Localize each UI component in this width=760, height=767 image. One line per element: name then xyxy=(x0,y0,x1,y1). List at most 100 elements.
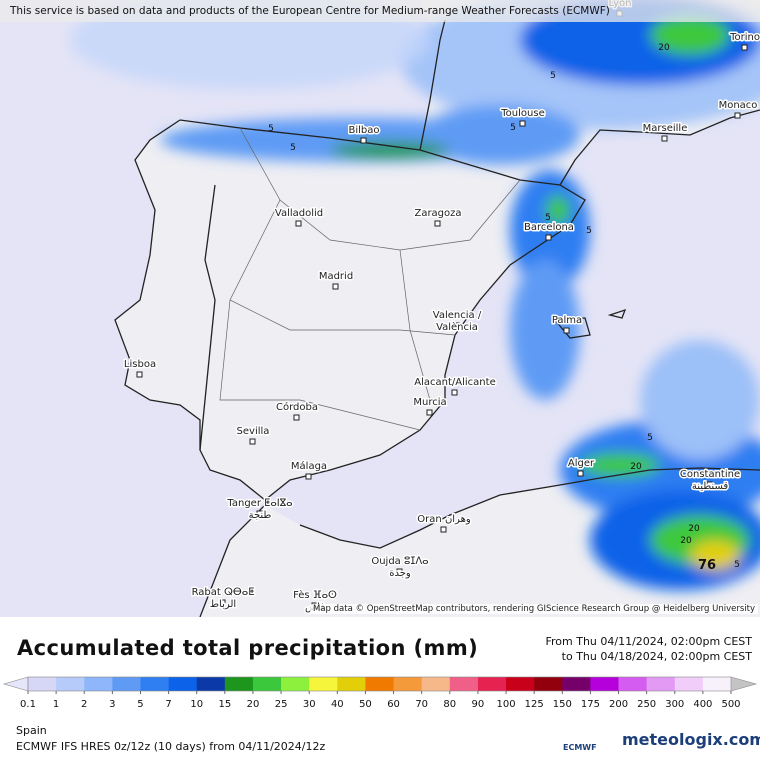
city-marker xyxy=(451,389,458,396)
scale-frame xyxy=(27,676,732,692)
scale-bin xyxy=(365,677,394,691)
scale-tick-label: 100 xyxy=(496,699,515,710)
city-marker xyxy=(360,137,367,144)
city-marker xyxy=(293,414,300,421)
city-label: Sevilla xyxy=(237,426,270,437)
coastline xyxy=(114,19,760,617)
scale-tick-label: 200 xyxy=(609,699,628,710)
city-marker xyxy=(577,470,584,477)
legend-panel: 0.1 1 2 3 5 7 10 15 20 25 30 40 50 60 70 80 90 100 125 150 1… xyxy=(0,617,760,760)
city-label: Valencia / xyxy=(433,310,482,321)
scale-over xyxy=(730,676,758,692)
scale-tick-label: 250 xyxy=(637,699,656,710)
contour-label: 5 xyxy=(268,124,274,134)
city-marker xyxy=(563,327,570,334)
contour-label: 5 xyxy=(290,143,296,153)
scale-bin xyxy=(252,677,282,691)
scale-bin xyxy=(309,677,338,691)
city-marker xyxy=(305,473,312,480)
scale-bin xyxy=(168,677,198,691)
scale-tick-label: 175 xyxy=(581,699,600,710)
brand: meteologix.com xyxy=(622,730,760,749)
scale-bin xyxy=(393,677,422,691)
city-label: Palma xyxy=(552,315,582,326)
scale-tick-label: 60 xyxy=(387,699,400,710)
city-label: Lisboa xyxy=(124,359,156,370)
city-label: Barcelona xyxy=(524,222,574,233)
admin-borders xyxy=(219,127,521,431)
attribution: Map data © OpenStreetMap contributors, r… xyxy=(310,604,758,614)
city-label: Oujda ⵓⵊⴷⴰ xyxy=(371,556,428,567)
city-label: Zaragoza xyxy=(414,208,461,219)
contour-label: 5 xyxy=(510,123,516,133)
city-label: Bilbao xyxy=(348,125,379,136)
city-marker xyxy=(519,120,526,127)
city-label: Madrid xyxy=(319,271,353,282)
scale-tick-label: 125 xyxy=(525,699,544,710)
scale-bin xyxy=(196,677,226,691)
scale-tick-label: 500 xyxy=(721,699,740,710)
contour-label: 20 xyxy=(688,524,700,534)
city-label: Torino xyxy=(729,32,760,43)
city-marker xyxy=(219,599,226,606)
scale-tick-label: 25 xyxy=(275,699,288,710)
color-scale: 0.1 1 2 3 5 7 10 15 20 25 30 40 50 60 70 80 90 100 125 150 1… xyxy=(2,676,758,710)
scale-bin xyxy=(112,677,141,691)
scale-tick-label: 80 xyxy=(443,699,456,710)
scale-bin xyxy=(56,677,85,691)
scale-tick-label: 400 xyxy=(693,699,712,710)
city-label: Toulouse xyxy=(500,108,544,119)
scale-tick-label: 20 xyxy=(247,699,260,710)
city-label: Alger xyxy=(568,458,595,469)
scale-tick-label: 1 xyxy=(53,699,59,710)
model-info: ECMWF IFS HRES 0z/12z (10 days) from 04/… xyxy=(16,740,326,753)
city-marker xyxy=(434,220,441,227)
scale-tick-label: 50 xyxy=(359,699,372,710)
ecmwf-logo: ECMWF xyxy=(563,743,597,752)
scale-bin xyxy=(449,677,479,691)
scale-tick-label: 70 xyxy=(415,699,428,710)
scale-bin xyxy=(646,677,676,691)
scale-bin xyxy=(534,677,563,691)
city-label: Constantine xyxy=(680,469,740,480)
scale-under xyxy=(2,676,29,692)
city-label: Marseille xyxy=(643,123,688,134)
city-label: Oran وهران xyxy=(417,514,471,525)
city-label: Murcia xyxy=(413,397,446,408)
city-marker xyxy=(136,371,143,378)
city-marker xyxy=(249,438,256,445)
city-label: Fès ⴼⴰⵙ xyxy=(293,589,337,601)
scale-tick-label: 90 xyxy=(472,699,485,710)
scale-tick-label: 40 xyxy=(331,699,344,710)
city-label: València xyxy=(436,321,478,333)
city-marker xyxy=(426,409,433,416)
scale-bin xyxy=(618,677,647,691)
city-marker xyxy=(332,283,339,290)
contour-label: 5 xyxy=(545,213,551,223)
contour-label: 76 xyxy=(698,558,716,573)
city-marker xyxy=(706,481,713,488)
scale-tick-label: 150 xyxy=(553,699,572,710)
scale-tick-label: 3 xyxy=(109,699,115,710)
city-marker xyxy=(396,568,403,575)
city-label: Monaco xyxy=(719,100,758,111)
scale-bin xyxy=(140,677,169,691)
scale-bin xyxy=(28,677,57,691)
city-label: Alacant/Alicante xyxy=(414,377,495,388)
scale-bin xyxy=(674,677,704,691)
contour-label: 5 xyxy=(550,71,556,81)
city-label: Córdoba xyxy=(276,401,318,413)
scale-tick-label: 7 xyxy=(165,699,171,710)
scale-tick-label: 10 xyxy=(190,699,203,710)
scale-bin xyxy=(337,677,366,691)
contour-label: 20 xyxy=(658,43,670,53)
labels: LyonTorinoToulouseMonacoMarseilleBilbaoV… xyxy=(122,0,760,615)
banner: This service is based on data and produc… xyxy=(0,0,760,22)
city-marker xyxy=(440,526,447,533)
scale-bin xyxy=(477,677,507,691)
city-label: قسنطينة xyxy=(692,481,729,492)
contour-label: 20 xyxy=(630,462,642,472)
city-marker xyxy=(734,112,741,119)
scale-bin xyxy=(281,677,310,691)
